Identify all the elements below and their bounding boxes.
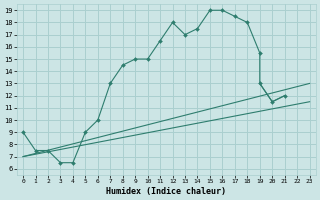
X-axis label: Humidex (Indice chaleur): Humidex (Indice chaleur) <box>106 187 226 196</box>
